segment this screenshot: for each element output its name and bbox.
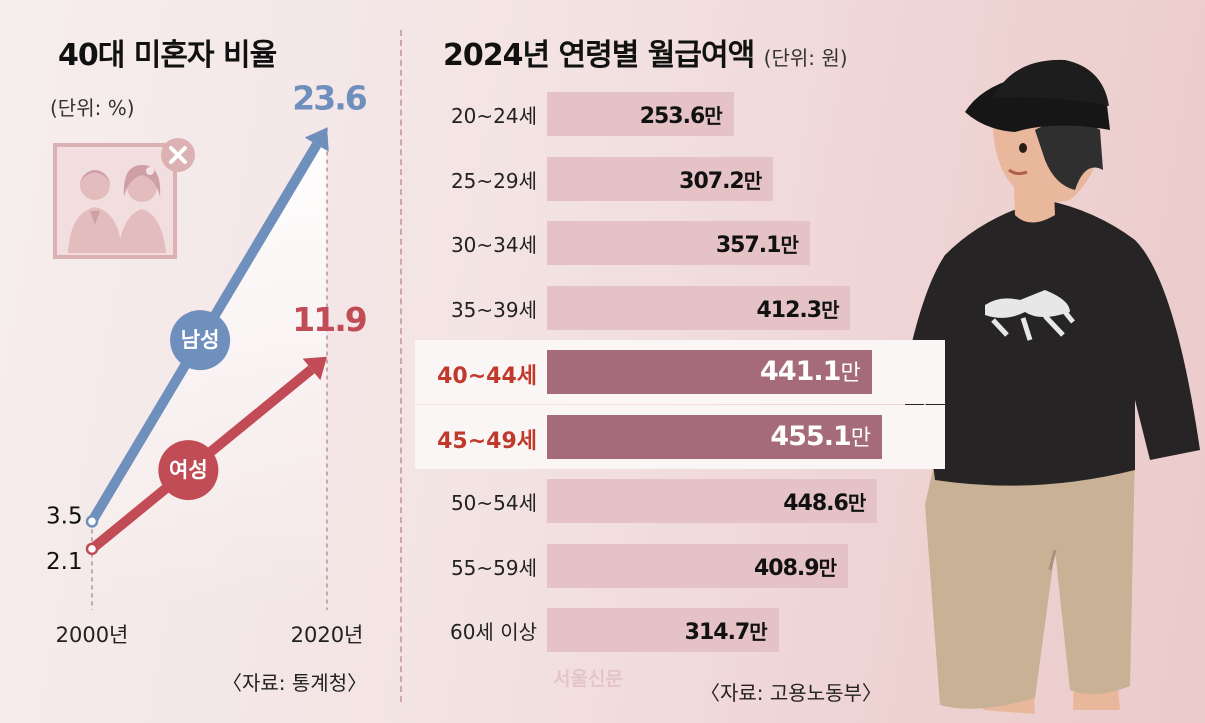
- bar: [547, 285, 851, 330]
- bar-value-label: 455.1만: [770, 420, 871, 452]
- couple-photo-icon: [53, 138, 195, 259]
- bar-value-number: 357.1: [715, 233, 782, 258]
- bar-value-suffix: 만: [818, 555, 837, 580]
- panel-divider: [400, 30, 402, 702]
- bar-chart-unit: (단위: 원): [763, 46, 848, 70]
- bar-chart-title-text: 2024년 연령별 월급여액: [443, 38, 755, 73]
- bar-category-label: 60세 이상: [449, 620, 537, 644]
- bar-value-number: 455.1: [770, 420, 851, 452]
- watermark: 서울신문: [553, 668, 623, 690]
- bar-chart-source: 〈자료: 고용노동부〉: [700, 681, 882, 705]
- bar-category-label: 30~34세: [450, 233, 537, 257]
- bar: [547, 608, 779, 652]
- female-series-label: 여성: [169, 458, 208, 482]
- bar-value-suffix: 만: [847, 491, 866, 515]
- male-label-badge: [170, 310, 231, 371]
- bar-value-label: 307.2만: [679, 165, 762, 194]
- bar-value-number: 408.9: [754, 555, 820, 581]
- bar: [547, 156, 774, 201]
- bar: [547, 414, 882, 459]
- female-start-value: 2.1: [46, 549, 83, 575]
- line-chart-source: 〈자료: 통계청〉: [222, 671, 368, 695]
- bar-category-label: 50~54세: [450, 491, 537, 515]
- bar-value-number: 412.3: [756, 297, 823, 323]
- line-chart: 남성 여성 23.6 11.9 3.5 2.1 2000년 2020년: [46, 78, 369, 647]
- female-start-point: [85, 542, 99, 556]
- x-tick-2000: 2000년: [56, 623, 129, 647]
- bar-value-label: 412.3만: [756, 294, 840, 323]
- bar-category-label: 40~44세: [437, 364, 537, 389]
- bar: [547, 221, 810, 265]
- bar-value-suffix: 만: [704, 104, 722, 128]
- bar-value-label: 314.7만: [684, 616, 768, 645]
- line-chart-unit: (단위: %): [50, 96, 135, 120]
- male-start-point: [85, 515, 99, 528]
- bar-chart-title: 2024년 연령별 월급여액 (단위: 원): [443, 30, 848, 74]
- male-series-label: 남성: [181, 328, 220, 352]
- bar-value-number: 448.6: [783, 491, 849, 516]
- bar: [547, 350, 872, 394]
- bar-value-number: 307.2: [679, 168, 745, 194]
- female-label-badge: [158, 440, 219, 501]
- bar-category-label: 25~29세: [450, 168, 537, 193]
- bar-value-suffix: 만: [743, 168, 762, 193]
- bar-value-number: 253.6: [639, 104, 706, 129]
- female-end-value: 11.9: [292, 300, 365, 339]
- bar-category-label: 55~59세: [450, 555, 537, 580]
- bar: [547, 479, 878, 523]
- male-start-value: 3.5: [46, 503, 83, 529]
- male-end-value: 23.6: [292, 78, 366, 117]
- bar-value-suffix: 만: [780, 233, 798, 257]
- bar-category-label: 45~49세: [437, 428, 537, 454]
- female-arrowhead: [302, 356, 327, 381]
- bar-value-number: 441.1: [760, 356, 841, 387]
- bar-value-label: 408.9만: [754, 552, 837, 581]
- bar-category-label: 20~24세: [450, 104, 537, 128]
- bar-value-label: 253.6만: [639, 100, 723, 129]
- bar-value-suffix: 만: [850, 425, 871, 451]
- male-arrowhead: [304, 127, 329, 152]
- bar-value-suffix: 만: [749, 620, 767, 644]
- bar: [547, 92, 734, 136]
- line-chart-title: 40대 미혼자 비율: [58, 38, 277, 73]
- bar-value-suffix: 만: [840, 361, 860, 386]
- bar: [547, 543, 848, 588]
- area-highlight: [92, 127, 327, 610]
- bar-value-label: 357.1만: [715, 229, 799, 258]
- bar-value-label: 441.1만: [760, 355, 861, 387]
- person-illustration: [905, 59, 1200, 714]
- bar-category-label: 35~39세: [450, 297, 537, 322]
- bar-value-label: 448.6만: [783, 487, 866, 516]
- x-tick-2020: 2020년: [291, 623, 364, 647]
- bar-value-number: 314.7: [684, 620, 751, 645]
- bar-value-suffix: 만: [821, 297, 839, 322]
